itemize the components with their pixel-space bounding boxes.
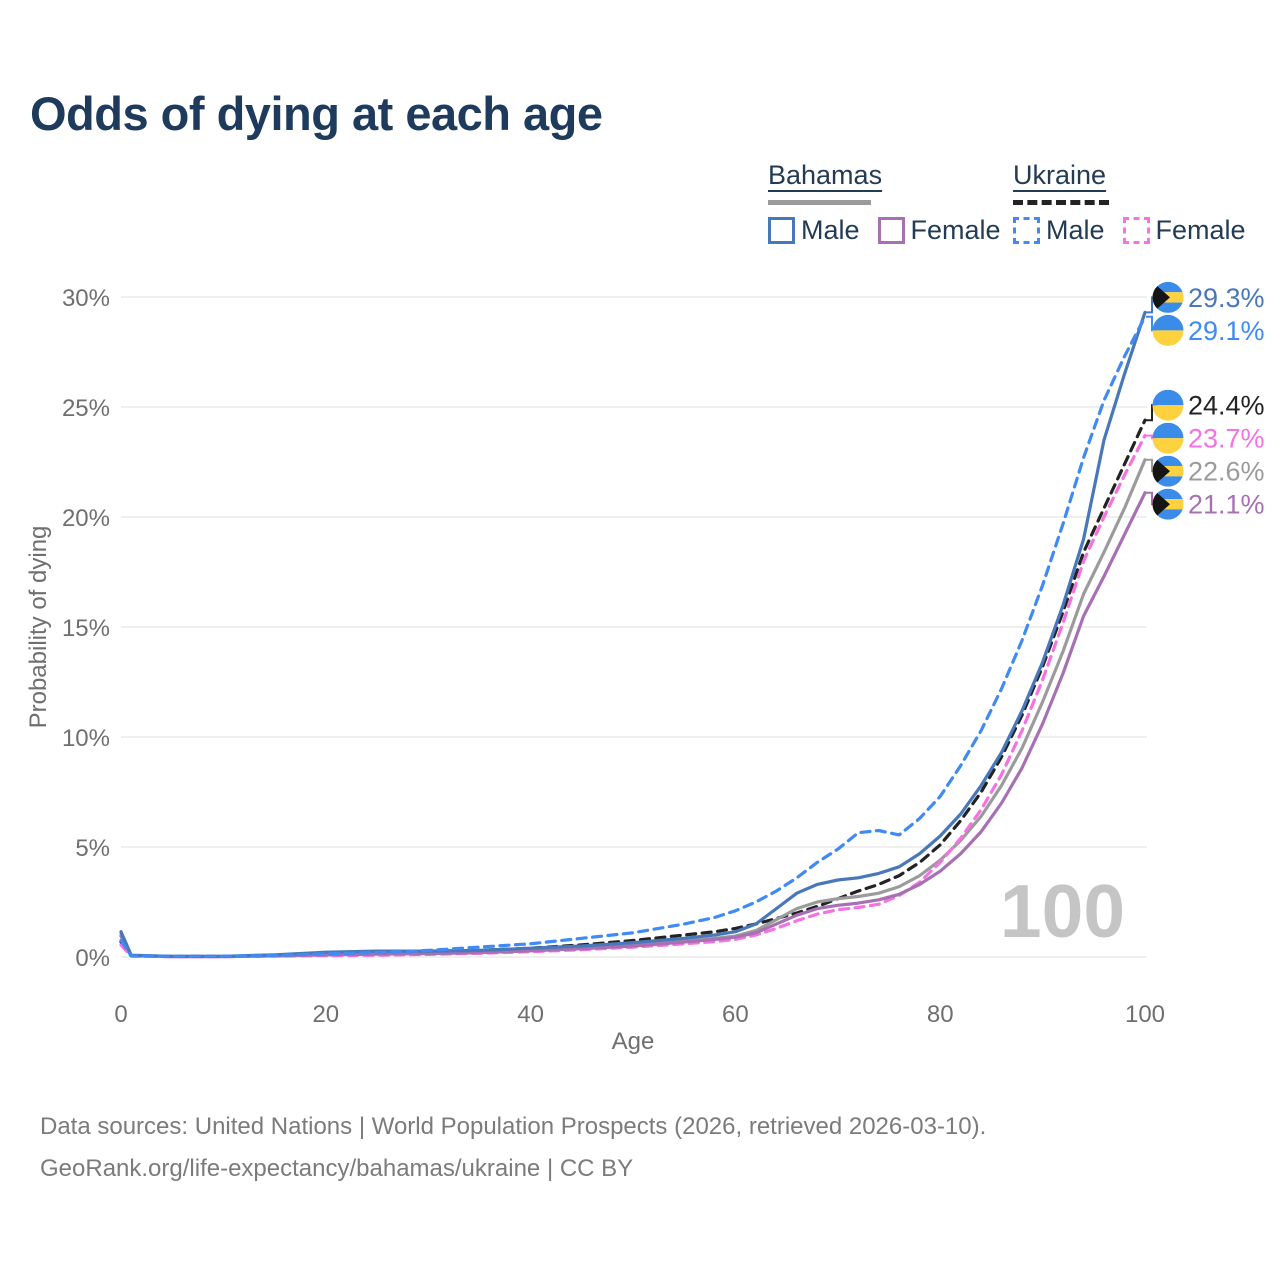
end-label-ukraine-male: 29.1% [1188,316,1265,346]
series-line-ukraine-male [119,315,1147,958]
flag-icon-bahamas [1152,488,1184,520]
x-tick-label: 0 [114,1001,127,1028]
ukraine-female-swatch [1122,217,1150,244]
legend-item-ukraine-female[interactable]: Female [1122,215,1246,246]
flag-icon-ukraine [1152,314,1184,346]
bahamas-linestyle-swatch [768,200,871,205]
y-tick-label: 20% [62,505,110,532]
x-tick-label: 20 [312,1001,339,1028]
end-label-bahamas-both: 22.6% [1188,457,1265,487]
y-tick-label: 0% [75,945,110,972]
bahamas-male-swatch [768,217,795,244]
page-title: Odds of dying at each age [30,87,603,140]
x-axis-title: Age [612,1028,655,1055]
age-watermark: 100 [999,869,1126,953]
end-label-ukraine-both: 24.4% [1188,391,1265,421]
x-tick-label: 60 [722,1001,749,1028]
y-tick-label: 30% [62,285,110,312]
bahamas-female-swatch [877,217,905,244]
x-tick-label: 40 [517,1001,544,1028]
legend-item-ukraine-male[interactable]: Male [1013,215,1105,246]
series-line-ukraine-both [119,418,1147,958]
footer: Data sources: United Nations | World Pop… [40,1106,986,1190]
legend-group-bahamas: Bahamas Male Female [768,160,1001,246]
end-label-ukraine-female: 23.7% [1188,424,1265,454]
x-tick-label: 100 [1125,1001,1165,1028]
ukraine-linestyle-swatch [1013,200,1109,205]
x-tick-label: 80 [927,1001,954,1028]
end-label-bahamas-male: 29.3% [1188,283,1265,313]
footer-link: GeoRank.org/life-expectancy/bahamas/ukra… [40,1155,634,1182]
flag-icon-ukraine [1152,422,1184,454]
y-tick-label: 10% [62,725,110,752]
legend-group-ukraine: Ukraine Male Female [1013,160,1246,246]
legend-country-ukraine: Ukraine [1013,160,1107,190]
series-line-bahamas-male [119,310,1147,958]
legend-country-bahamas: Bahamas [768,160,883,190]
footer-sources: Data sources: United Nations | World Pop… [40,1113,987,1140]
flag-icon-bahamas [1152,455,1184,487]
end-label-bahamas-female: 21.1% [1188,490,1265,520]
y-tick-label: 15% [62,615,110,642]
legend-item-bahamas-female[interactable]: Female [877,215,1001,246]
legend-item-bahamas-male[interactable]: Male [768,215,860,246]
ukraine-male-swatch [1013,217,1040,244]
y-axis-title: Probability of dying [25,526,52,729]
y-tick-label: 25% [62,395,110,422]
series-line-ukraine-female [119,434,1147,959]
series-line-bahamas-female [119,491,1147,959]
flag-icon-bahamas [1152,281,1184,313]
flag-icon-ukraine [1152,389,1184,421]
y-tick-label: 5% [75,835,110,862]
series-line-bahamas-both [119,458,1147,958]
